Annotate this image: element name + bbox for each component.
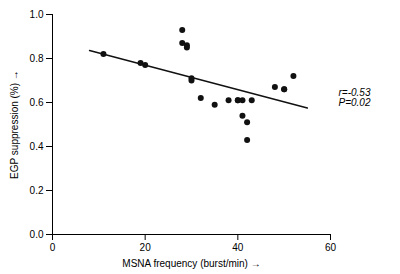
svg-text:MSNA frequency (burst/min) →: MSNA frequency (burst/min) →: [122, 258, 260, 269]
svg-text:0: 0: [50, 242, 56, 253]
svg-text:0.6: 0.6: [30, 97, 44, 108]
svg-text:0.0: 0.0: [30, 229, 44, 240]
svg-text:0.8: 0.8: [30, 53, 44, 64]
svg-text:r=-0.53P=0.02: r=-0.53P=0.02: [339, 87, 371, 108]
svg-text:0.2: 0.2: [30, 185, 44, 196]
svg-text:40: 40: [232, 242, 244, 253]
svg-text:20: 20: [140, 242, 152, 253]
svg-text:EGP suppression (%) →: EGP suppression (%) →: [9, 70, 20, 179]
svg-text:60: 60: [325, 242, 337, 253]
svg-text:0.4: 0.4: [30, 141, 44, 152]
svg-text:1.0: 1.0: [30, 9, 44, 20]
